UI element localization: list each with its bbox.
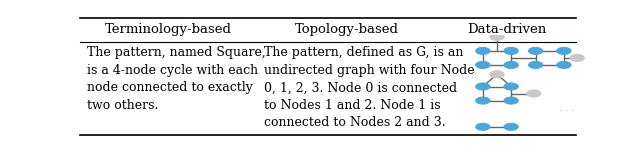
Circle shape — [504, 83, 518, 90]
Circle shape — [504, 97, 518, 104]
Circle shape — [476, 47, 490, 54]
Text: The pattern, named Square,
is a 4-node cycle with each
node connected to exactly: The pattern, named Square, is a 4-node c… — [88, 46, 266, 112]
Circle shape — [504, 123, 518, 130]
Circle shape — [570, 54, 584, 62]
Circle shape — [504, 61, 518, 69]
Circle shape — [529, 61, 543, 69]
Circle shape — [529, 47, 543, 54]
Text: Topology-based: Topology-based — [294, 23, 399, 36]
Text: Terminology-based: Terminology-based — [104, 23, 232, 36]
Circle shape — [557, 47, 571, 54]
Circle shape — [476, 61, 490, 69]
Circle shape — [490, 71, 504, 78]
Circle shape — [476, 97, 490, 104]
Circle shape — [476, 123, 490, 130]
Circle shape — [504, 47, 518, 54]
Circle shape — [476, 83, 490, 90]
Circle shape — [490, 33, 504, 40]
Text: Data-driven: Data-driven — [467, 23, 546, 36]
Text: The pattern, defined as G, is an
undirected graph with four Node
0, 1, 2, 3. Nod: The pattern, defined as G, is an undirec… — [264, 46, 474, 129]
Circle shape — [557, 61, 571, 69]
Text: · · ·: · · · — [561, 107, 575, 116]
Circle shape — [527, 90, 541, 97]
